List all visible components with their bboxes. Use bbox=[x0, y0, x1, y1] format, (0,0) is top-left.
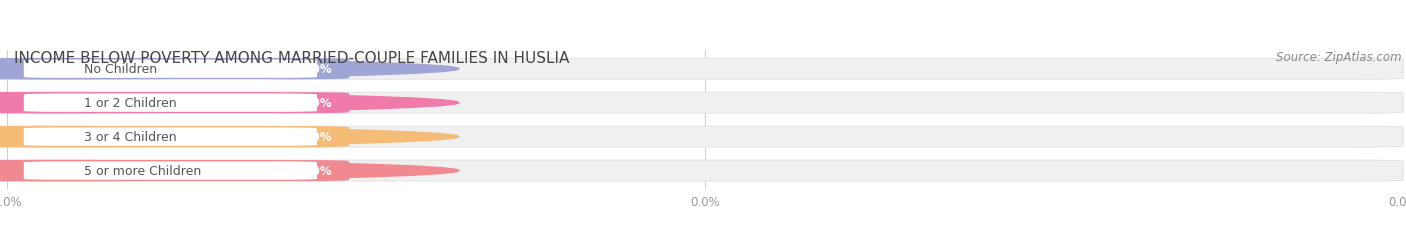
Text: 0.0%: 0.0% bbox=[299, 97, 332, 110]
Bar bbox=[44, 59, 280, 80]
FancyBboxPatch shape bbox=[7, 160, 1403, 181]
Text: Source: ZipAtlas.com: Source: ZipAtlas.com bbox=[1277, 51, 1402, 64]
Bar bbox=[44, 127, 280, 148]
FancyBboxPatch shape bbox=[252, 127, 349, 148]
FancyBboxPatch shape bbox=[7, 93, 1403, 114]
Bar bbox=[44, 160, 280, 181]
Text: 3 or 4 Children: 3 or 4 Children bbox=[84, 131, 176, 143]
Circle shape bbox=[0, 59, 458, 79]
Circle shape bbox=[0, 127, 458, 147]
FancyBboxPatch shape bbox=[24, 128, 316, 146]
Text: 5 or more Children: 5 or more Children bbox=[84, 164, 201, 177]
FancyBboxPatch shape bbox=[7, 59, 1403, 80]
FancyBboxPatch shape bbox=[24, 94, 316, 112]
Circle shape bbox=[0, 93, 458, 113]
Text: 1 or 2 Children: 1 or 2 Children bbox=[84, 97, 176, 110]
FancyBboxPatch shape bbox=[7, 127, 1403, 148]
Bar bbox=[44, 93, 280, 114]
FancyBboxPatch shape bbox=[24, 162, 316, 180]
FancyBboxPatch shape bbox=[252, 93, 349, 114]
FancyBboxPatch shape bbox=[252, 59, 349, 80]
Text: 0.0%: 0.0% bbox=[299, 63, 332, 76]
FancyBboxPatch shape bbox=[24, 60, 316, 79]
Text: 0.0%: 0.0% bbox=[299, 164, 332, 177]
Text: 0.0%: 0.0% bbox=[299, 131, 332, 143]
Text: No Children: No Children bbox=[84, 63, 157, 76]
FancyBboxPatch shape bbox=[252, 160, 349, 181]
Circle shape bbox=[0, 161, 458, 181]
Text: INCOME BELOW POVERTY AMONG MARRIED-COUPLE FAMILIES IN HUSLIA: INCOME BELOW POVERTY AMONG MARRIED-COUPL… bbox=[14, 51, 569, 66]
